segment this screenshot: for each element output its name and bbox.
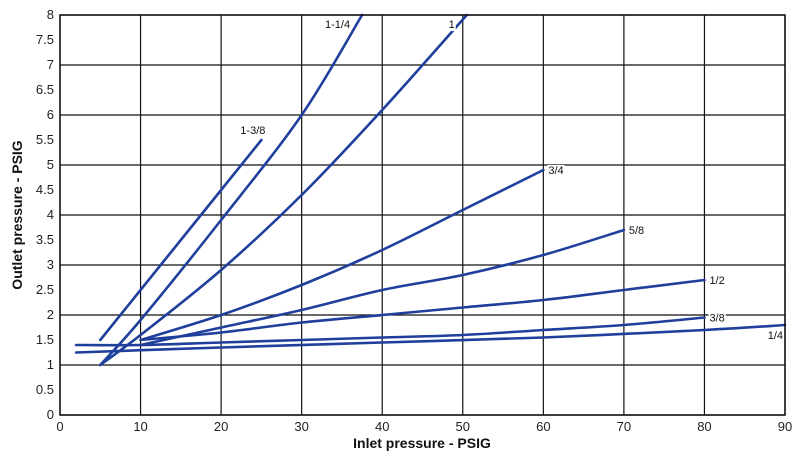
x-tick-label: 10 <box>133 419 147 434</box>
series-label: 1/4 <box>768 330 783 342</box>
y-tick-label: 7.5 <box>36 32 54 47</box>
series-label-bg <box>324 19 352 31</box>
plot-border <box>59 14 786 416</box>
x-tick-label: 40 <box>375 419 389 434</box>
series-label-bg <box>239 125 267 137</box>
x-tick-label: 70 <box>617 419 631 434</box>
y-tick-label: 3.5 <box>36 232 54 247</box>
series-line-0 <box>98 13 364 367</box>
x-tick-label: 0 <box>56 419 63 434</box>
series-label-bg <box>708 312 726 325</box>
series-label-bg <box>547 165 565 177</box>
series-line-2 <box>98 138 263 342</box>
y-tick-label: 2.5 <box>36 282 54 297</box>
series-label-bg <box>708 275 726 287</box>
series-label: 1/2 <box>709 275 724 287</box>
y-tick-label: 5.5 <box>36 132 54 147</box>
series-label: 3/4 <box>548 165 563 177</box>
series-labels: 1-1/4 1 1-3/8 3/4 5/8 1/2 3/8 1/4 <box>239 19 784 342</box>
series-lines <box>74 13 787 367</box>
y-tick-label: 1.5 <box>36 332 54 347</box>
y-tick-label: 5 <box>47 157 54 172</box>
y-tick-label: 4.5 <box>36 182 54 197</box>
y-tick-labels: 0 0.5 1 1.5 2 2.5 3 3.5 4 4.5 5 5.5 6 6.5 7 7.5 8 <box>36 7 54 422</box>
series-line-5 <box>139 278 706 342</box>
y-tick-label: 7 <box>47 57 54 72</box>
y-tick-label: 8 <box>47 7 54 22</box>
series-label: 1-1/4 <box>325 19 350 31</box>
y-tick-label: 1 <box>47 357 54 372</box>
y-tick-label: 0.5 <box>36 382 54 397</box>
series-label: 1 <box>449 19 455 31</box>
y-tick-label: 0 <box>47 407 54 422</box>
y-tick-label: 2 <box>47 307 54 322</box>
series-label-bg <box>766 330 784 342</box>
x-tick-label: 80 <box>697 419 711 434</box>
series-line-4 <box>139 228 626 347</box>
x-tick-label: 90 <box>778 419 792 434</box>
x-tick-label: 50 <box>456 419 470 434</box>
x-tick-labels: 0 10 20 30 40 50 60 70 80 90 <box>56 419 792 434</box>
series-line-6 <box>74 316 706 347</box>
series-label-bg <box>447 19 456 31</box>
x-tick-label: 30 <box>294 419 308 434</box>
y-tick-label: 3 <box>47 257 54 272</box>
series-line-1 <box>98 13 469 367</box>
series-line-3 <box>139 168 545 342</box>
series-label: 1-3/8 <box>240 125 265 137</box>
x-tick-label: 60 <box>536 419 550 434</box>
y-axis-title: Outlet pressure - PSIG <box>9 140 25 289</box>
y-tick-label: 4 <box>47 207 54 222</box>
series-label: 3/8 <box>709 313 724 325</box>
series-label: 5/8 <box>629 225 644 237</box>
series-label-bg <box>627 225 646 237</box>
y-tick-label: 6 <box>47 107 54 122</box>
x-tick-label: 20 <box>214 419 228 434</box>
y-tick-label: 6.5 <box>36 82 54 97</box>
x-axis-title: Inlet pressure - PSIG <box>353 435 491 451</box>
series-line-7 <box>74 323 787 354</box>
